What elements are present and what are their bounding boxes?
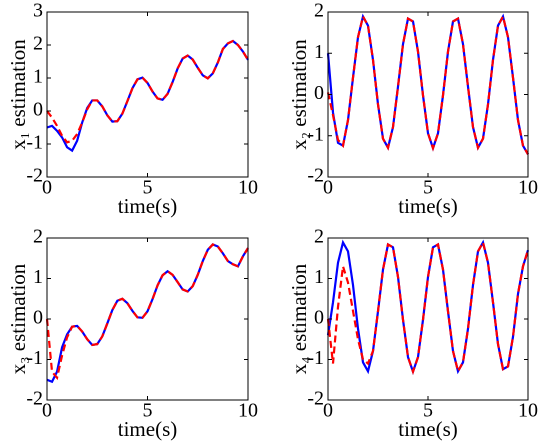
y-tick-label: -1 [307,347,324,369]
plot-lines [326,239,530,376]
y-tick-label: -1 [26,132,43,154]
plot-lines [45,243,249,384]
x-tick-label: 10 [238,177,258,199]
y-tick-label: 0 [33,307,43,329]
y-tick-label: 1 [33,66,43,88]
y-axis-label: x₁ estimation [6,39,30,150]
x-tick-label: 10 [518,400,538,422]
y-tick-label: -2 [26,165,43,187]
y-tick-label: 2 [33,33,43,55]
plot-area [328,12,528,177]
y-tick-label: 0 [314,82,324,104]
series-line [326,13,529,155]
x-tick-label: 5 [423,177,433,199]
x-axis-label: time(s) [398,194,457,218]
y-tick-label: -2 [26,388,43,410]
plot-area [47,238,248,400]
y-tick-label: 2 [314,226,324,248]
plot-area [328,238,528,400]
x-tick-label: 5 [143,177,153,199]
subplot: -2 -1 0 1 2 3 0 5 10 time(s) x₁ estimation [6,0,258,218]
x-tick-label: 10 [238,400,258,422]
y-axis-label: x₃ estimation [6,263,30,374]
y-tick-label: -1 [307,123,324,145]
y-tick-label: 1 [314,266,324,288]
x-tick-label: 0 [323,400,333,422]
x-tick-label: 0 [42,177,52,199]
x-tick-label: 5 [143,400,153,422]
series-line [326,239,530,376]
x-tick-label: 5 [423,400,433,422]
y-tick-label: -1 [26,347,43,369]
y-tick-label: -2 [307,165,324,187]
x-axis-label: time(s) [398,417,457,441]
y-tick-label: 0 [314,307,324,329]
y-axis-label: x₄ estimation [287,263,311,374]
x-tick-label: 0 [42,400,52,422]
x-axis-label: time(s) [118,194,177,218]
x-axis-label: time(s) [118,417,177,441]
y-tick-label: 3 [33,0,43,22]
series-line [46,39,249,144]
x-tick-label: 0 [323,177,333,199]
y-tick-label: 1 [33,266,43,288]
subplot: -2 -1 0 1 2 0 5 10 time(s) x₃ estimation [6,226,258,441]
y-tick-label: 0 [33,99,43,121]
series-line [45,243,249,381]
plot-area [47,12,248,177]
plot-lines [326,13,529,155]
y-axis-label: x₂ estimation [287,39,311,150]
x-tick-label: 10 [518,177,538,199]
y-tick-label: -2 [307,388,324,410]
plot-lines [46,39,249,153]
subplot: -2 -1 0 1 2 0 5 10 time(s) x₂ estimation [287,0,538,218]
y-tick-label: 1 [314,41,324,63]
y-tick-label: 2 [314,0,324,22]
subplot: -2 -1 0 1 2 0 5 10 time(s) x₄ estimation [287,226,538,441]
y-tick-label: 2 [33,226,43,248]
